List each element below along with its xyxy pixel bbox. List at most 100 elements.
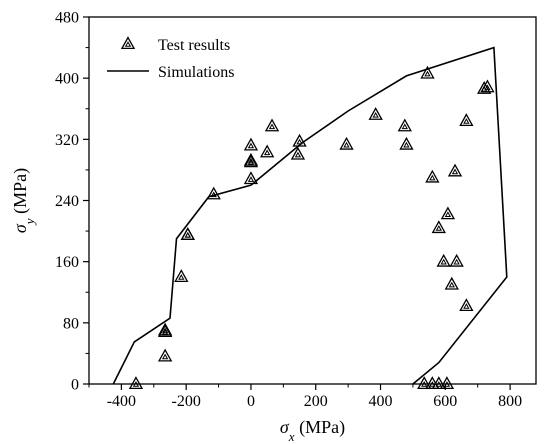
x-tick-label: 800 [498,393,522,410]
test-point [399,136,414,150]
y-tick-label: 400 [55,71,79,88]
test-point [439,376,455,390]
triangle-marker-outer [174,269,189,282]
legend: Test results Simulations [107,36,234,81]
triangle-marker-outer [368,107,383,120]
y-tick-label: 80 [63,315,79,332]
triangle-marker-inner [124,41,132,47]
triangle-marker-inner [296,138,303,145]
triangle-marker-inner [132,381,140,387]
triangle-marker-outer [449,253,464,267]
triangle-marker-outer [417,376,432,390]
y-tick-label: 160 [55,254,79,271]
test-point [449,253,464,267]
triangle-marker-outer [157,348,173,362]
series-layer [112,46,508,390]
triangle-marker-inner [444,211,452,218]
triangle-marker-outer [459,298,474,312]
triangle-marker-outer [180,227,195,240]
test-point [180,227,195,240]
triangle-marker-inner [424,70,431,77]
triangle-marker-inner [435,225,442,231]
triangle-marker-outer [440,206,456,220]
triangle-marker-inner [268,123,276,130]
triangle-marker-inner [429,174,436,181]
triangle-marker-outer [157,324,173,338]
x-tick-label: 0 [247,393,255,410]
triangle-marker-outer [290,146,306,160]
test-point [368,107,383,120]
plot-border [88,16,537,385]
test-point [128,376,144,390]
test-point [447,163,463,177]
x-tick-label: 400 [369,393,393,410]
test-point [243,137,259,151]
triangle-marker-inner [247,176,255,182]
triangle-marker-inner [161,327,169,334]
triangle-marker-outer [480,79,495,93]
triangle-marker-outer [206,186,221,200]
test-point [459,298,474,312]
triangle-marker-inner [184,232,191,238]
triangle-marker-outer [447,163,463,177]
test-point [436,253,451,267]
test-point [420,65,435,79]
triangle-marker-inner [463,303,470,309]
x-tick-label: -400 [107,393,136,410]
triangle-marker-outer [439,376,455,390]
test-point [259,144,275,158]
triangle-marker-inner [448,281,455,288]
legend-marker-swatch [120,36,136,50]
y-tick-label: 0 [71,377,79,394]
triangle-marker-inner [178,274,185,280]
test-point [480,79,495,93]
test-point [444,276,459,290]
triangle-marker-outer [444,276,459,290]
triangle-marker-inner [435,381,442,387]
triangle-marker-inner [247,157,255,164]
legend-label: Simulations [158,64,234,81]
test-point [440,206,456,220]
triangle-marker-outer [259,144,275,158]
triangle-marker-outer [128,376,144,390]
triangle-marker-inner [440,258,447,265]
simulation-line [112,46,508,385]
y-tick-label: 320 [55,132,79,149]
triangle-marker-outer [420,65,435,79]
test-point [243,154,259,168]
test-point [243,171,259,185]
triangle-marker-outer [243,152,259,166]
y-tick-label: 240 [55,193,79,210]
y-axis-label: σy (MPa) [10,168,37,233]
y-tick-label: 480 [55,10,79,27]
test-point [459,113,474,127]
test-point [157,322,173,336]
triangle-marker-inner [484,84,491,91]
test-point [397,118,412,132]
test-point [157,348,173,362]
triangle-marker-inner [372,111,379,118]
triangle-marker-inner [429,381,436,387]
triangle-marker-inner [294,151,302,158]
test-point [339,136,354,150]
triangle-marker-outer [243,137,259,151]
triangle-marker-inner [453,258,460,265]
plot-frame [88,16,537,385]
test-point [290,146,306,160]
triangle-marker-outer [459,113,474,127]
triangle-marker-outer [243,171,259,185]
legend-label: Test results [158,37,230,54]
triangle-marker-outer [264,118,280,132]
test-point [431,220,446,234]
triangle-marker-inner [403,141,410,148]
x-axis-label: σx (MPa) [280,417,345,444]
triangle-marker-inner [463,118,470,124]
test-point [431,376,446,390]
x-tick-label: 600 [433,393,457,410]
x-tick-label: 200 [304,393,328,410]
test-point [417,376,432,390]
triangle-marker-outer [431,376,446,390]
triangle-marker-outer [397,118,412,132]
triangle-marker-outer [339,136,354,150]
